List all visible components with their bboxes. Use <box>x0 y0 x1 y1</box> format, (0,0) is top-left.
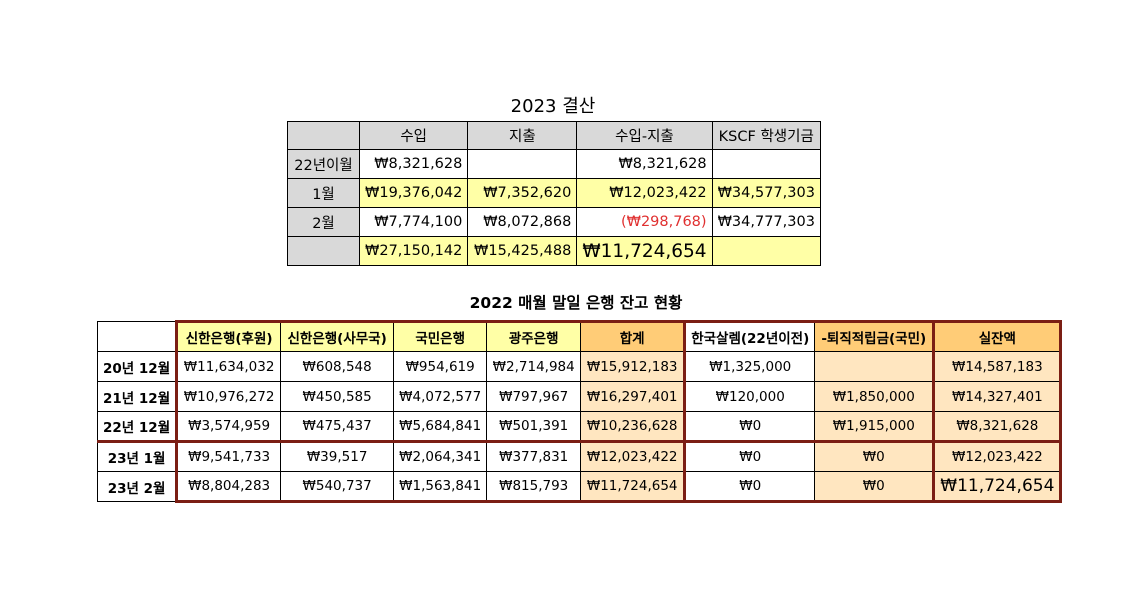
row-label: 23년 2월 <box>96 471 178 502</box>
shinhan-donation-cell: ₩3,574,959 <box>175 411 282 443</box>
expense-cell: ₩7,352,620 <box>467 178 578 208</box>
net-balance-cell: ₩8,321,628 <box>933 411 1063 443</box>
header-cell-corner <box>287 121 360 150</box>
kookmin-cell: ₩954,619 <box>393 351 488 382</box>
expense-cell <box>467 149 578 179</box>
net-cell: ₩12,023,422 <box>576 178 713 208</box>
table-row: 23년 1월 ₩9,541,733 ₩39,517 ₩2,064,341 ₩37… <box>96 441 1063 472</box>
total-cell: ₩10,236,628 <box>580 411 687 443</box>
salem-cell: ₩0 <box>684 471 816 503</box>
table-row: 23년 2월 ₩8,804,283 ₩540,737 ₩1,563,841 ₩8… <box>96 471 1063 503</box>
header-cell-corner <box>96 321 178 352</box>
income-cell: ₩7,774,100 <box>358 207 469 237</box>
salem-cell: ₩0 <box>684 411 816 443</box>
shinhan-office-cell: ₩475,437 <box>280 411 395 443</box>
retirement-cell: ₩1,915,000 <box>814 411 936 443</box>
income-cell: ₩19,376,042 <box>358 178 469 208</box>
header-cell-retirement: -퇴직적립금(국민) <box>814 320 936 352</box>
header-cell-shinhan-donation: 신한은행(후원) <box>175 320 282 352</box>
row-label <box>287 236 360 266</box>
net-balance-cell: ₩14,587,183 <box>933 351 1063 382</box>
total-cell: ₩15,912,183 <box>580 351 687 382</box>
table-row: 20년 12월 ₩11,634,032 ₩608,548 ₩954,619 ₩2… <box>96 351 1063 382</box>
retirement-cell: ₩0 <box>814 441 936 472</box>
table-row: 1월 ₩19,376,042 ₩7,352,620 ₩12,023,422 ₩3… <box>287 178 821 208</box>
net-total-cell: ₩11,724,654 <box>576 236 713 266</box>
kookmin-cell: ₩5,684,841 <box>393 411 488 443</box>
net-balance-cell-final: ₩11,724,654 <box>933 471 1063 503</box>
shinhan-donation-cell: ₩10,976,272 <box>175 381 282 412</box>
header-cell-net-balance: 실잔액 <box>933 320 1063 352</box>
row-label: 2월 <box>287 207 360 237</box>
table-row: 22년이월 ₩8,321,628 ₩8,321,628 <box>287 149 821 179</box>
net-cell-negative: (₩298,768) <box>576 207 713 237</box>
fund-cell: ₩34,777,303 <box>711 207 821 237</box>
fund-total-cell <box>711 236 821 266</box>
header-cell-salem: 한국살렘(22년이전) <box>684 320 816 352</box>
shinhan-office-cell: ₩540,737 <box>280 471 395 503</box>
retirement-cell: ₩1,850,000 <box>814 381 936 412</box>
header-cell-net: 수입-지출 <box>576 121 713 150</box>
total-cell: ₩12,023,422 <box>580 441 687 472</box>
total-cell: ₩16,297,401 <box>580 381 687 412</box>
header-cell-expense: 지출 <box>467 121 578 150</box>
header-cell-shinhan-office: 신한은행(사무국) <box>280 320 395 352</box>
header-cell-kookmin: 국민은행 <box>393 320 488 352</box>
row-label: 1월 <box>287 178 360 208</box>
retirement-cell <box>814 351 936 382</box>
balances-title: 2022 매월 말일 은행 잔고 현황 <box>469 294 683 312</box>
shinhan-donation-cell: ₩8,804,283 <box>175 471 282 503</box>
shinhan-donation-cell: ₩9,541,733 <box>175 441 282 472</box>
settlement-title: 2023 결산 <box>510 96 596 117</box>
kookmin-cell: ₩2,064,341 <box>393 441 488 472</box>
table-row: 2월 ₩7,774,100 ₩8,072,868 (₩298,768) ₩34,… <box>287 207 821 237</box>
header-cell-total: 합계 <box>580 320 687 352</box>
header-cell-gwangju: 광주은행 <box>486 320 582 352</box>
net-balance-cell: ₩14,327,401 <box>933 381 1063 412</box>
shinhan-donation-cell: ₩11,634,032 <box>175 351 282 382</box>
retirement-cell: ₩0 <box>814 471 936 503</box>
salem-cell: ₩0 <box>684 441 816 472</box>
kookmin-cell: ₩4,072,577 <box>393 381 488 412</box>
settlement-table: 수입 지출 수입-지출 KSCF 학생기금 22년이월 ₩8,321,628 ₩… <box>287 121 821 266</box>
row-label: 22년이월 <box>287 149 360 179</box>
gwangju-cell: ₩815,793 <box>486 471 582 503</box>
income-cell: ₩8,321,628 <box>358 149 469 179</box>
expense-cell: ₩8,072,868 <box>467 207 578 237</box>
table-row: 22년 12월 ₩3,574,959 ₩475,437 ₩5,684,841 ₩… <box>96 411 1063 443</box>
row-label: 23년 1월 <box>96 441 178 472</box>
fund-cell: ₩34,577,303 <box>711 178 821 208</box>
income-total-cell: ₩27,150,142 <box>358 236 469 266</box>
row-label: 21년 12월 <box>96 381 178 412</box>
fund-cell <box>711 149 821 179</box>
shinhan-office-cell: ₩450,585 <box>280 381 395 412</box>
settlement-header-row: 수입 지출 수입-지출 KSCF 학생기금 <box>287 121 821 150</box>
total-row: ₩27,150,142 ₩15,425,488 ₩11,724,654 <box>287 236 821 266</box>
balances-header-row: 신한은행(후원) 신한은행(사무국) 국민은행 광주은행 합계 한국살렘(22년… <box>96 320 1063 352</box>
salem-cell: ₩1,325,000 <box>684 351 816 382</box>
gwangju-cell: ₩2,714,984 <box>486 351 582 382</box>
shinhan-office-cell: ₩608,548 <box>280 351 395 382</box>
expense-total-cell: ₩15,425,488 <box>467 236 578 266</box>
gwangju-cell: ₩377,831 <box>486 441 582 472</box>
gwangju-cell: ₩797,967 <box>486 381 582 412</box>
table-row: 21년 12월 ₩10,976,272 ₩450,585 ₩4,072,577 … <box>96 381 1063 412</box>
row-label: 22년 12월 <box>96 411 178 443</box>
gwangju-cell: ₩501,391 <box>486 411 582 443</box>
row-label: 20년 12월 <box>96 351 178 382</box>
balances-table: 신한은행(후원) 신한은행(사무국) 국민은행 광주은행 합계 한국살렘(22년… <box>96 320 1063 503</box>
header-cell-income: 수입 <box>358 121 469 150</box>
net-cell: ₩8,321,628 <box>576 149 713 179</box>
header-cell-fund: KSCF 학생기금 <box>711 121 821 150</box>
salem-cell: ₩120,000 <box>684 381 816 412</box>
shinhan-office-cell: ₩39,517 <box>280 441 395 472</box>
net-balance-cell: ₩12,023,422 <box>933 441 1063 472</box>
kookmin-cell: ₩1,563,841 <box>393 471 488 503</box>
total-cell: ₩11,724,654 <box>580 471 687 503</box>
